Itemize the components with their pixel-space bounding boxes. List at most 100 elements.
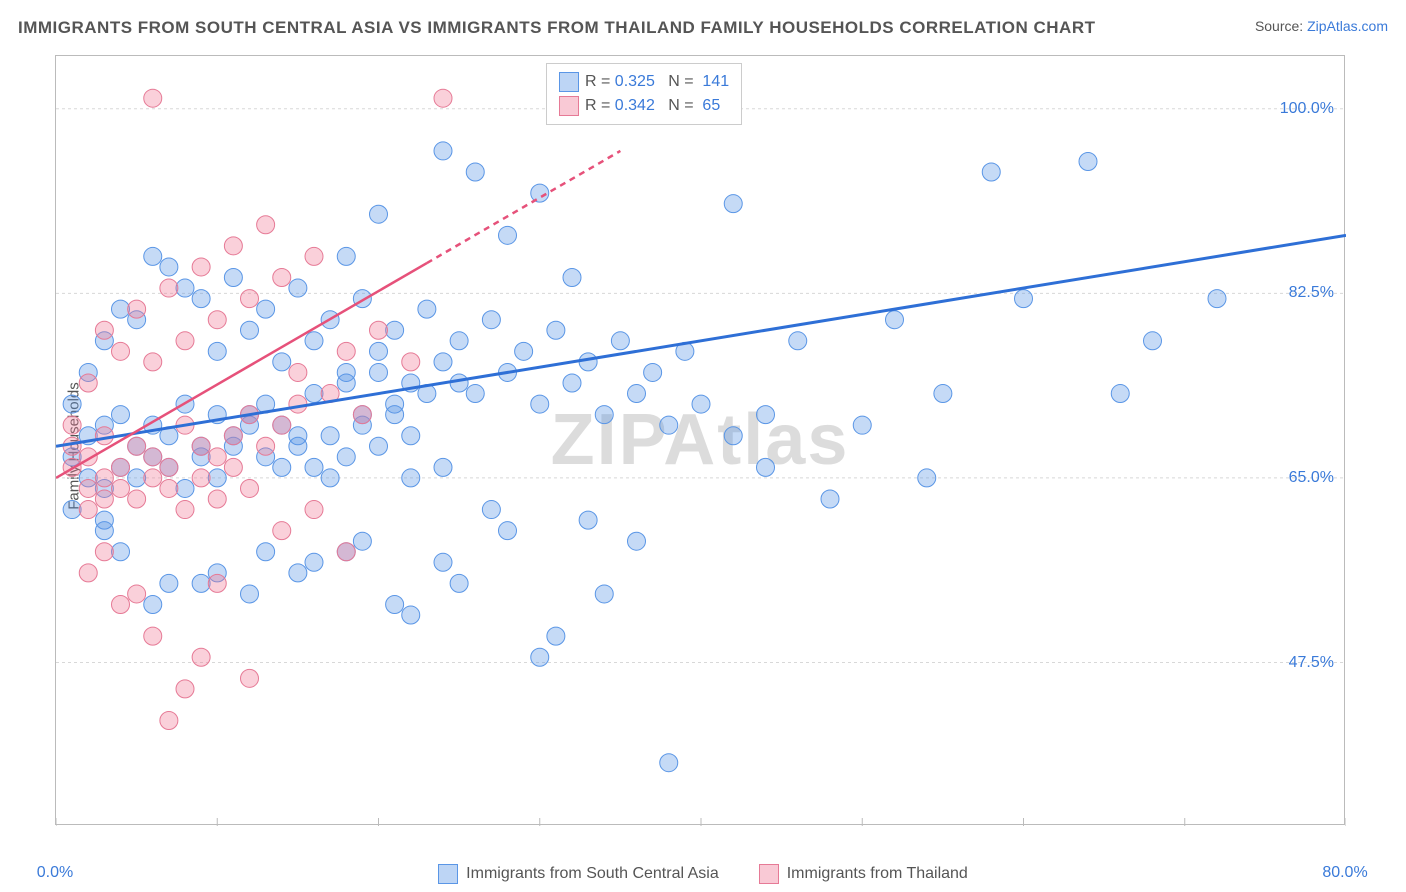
scatter-point	[160, 458, 178, 476]
scatter-point	[176, 479, 194, 497]
scatter-point	[402, 606, 420, 624]
scatter-point	[853, 416, 871, 434]
blue-swatch-icon	[438, 864, 458, 884]
scatter-point	[144, 595, 162, 613]
scatter-point	[1144, 332, 1162, 350]
scatter-point	[241, 669, 259, 687]
scatter-point	[466, 385, 484, 403]
scatter-point	[95, 469, 113, 487]
scatter-point	[273, 353, 291, 371]
scatter-point	[160, 479, 178, 497]
scatter-point	[370, 363, 388, 381]
scatter-point	[1015, 290, 1033, 308]
scatter-point	[112, 479, 130, 497]
scatter-point	[241, 585, 259, 603]
scatter-point	[160, 712, 178, 730]
scatter-point	[144, 448, 162, 466]
scatter-point	[724, 195, 742, 213]
scatter-point	[982, 163, 1000, 181]
scatter-point	[660, 754, 678, 772]
scatter-point	[176, 501, 194, 519]
scatter-point	[63, 395, 81, 413]
scatter-point	[337, 247, 355, 265]
scatter-point	[208, 448, 226, 466]
scatter-point	[628, 385, 646, 403]
scatter-point	[466, 163, 484, 181]
scatter-point	[934, 385, 952, 403]
series-legend-item: Immigrants from South Central Asia	[438, 864, 719, 884]
correlation-legend: R = 0.325 N = 141R = 0.342 N = 65	[546, 63, 742, 125]
scatter-point	[79, 479, 97, 497]
scatter-point	[257, 543, 275, 561]
scatter-point	[595, 585, 613, 603]
scatter-point	[563, 374, 581, 392]
scatter-point	[434, 458, 452, 476]
scatter-point	[144, 89, 162, 107]
scatter-point	[112, 595, 130, 613]
scatter-point	[192, 469, 210, 487]
scatter-point	[611, 332, 629, 350]
correlation-stats: R = 0.325 N = 141	[585, 70, 729, 94]
scatter-point	[579, 511, 597, 529]
scatter-point	[176, 279, 194, 297]
pink-swatch-icon	[759, 864, 779, 884]
scatter-point	[531, 184, 549, 202]
scatter-point	[531, 395, 549, 413]
scatter-point	[95, 490, 113, 508]
scatter-point	[112, 458, 130, 476]
scatter-point	[241, 479, 259, 497]
scatter-point	[63, 416, 81, 434]
correlation-legend-row: R = 0.342 N = 65	[559, 94, 729, 118]
plot-area: ZIPAtlas R = 0.325 N = 141R = 0.342 N = …	[55, 55, 1345, 825]
scatter-point	[160, 279, 178, 297]
scatter-point	[499, 226, 517, 244]
scatter-point	[370, 205, 388, 223]
scatter-point	[450, 374, 468, 392]
scatter-point	[144, 247, 162, 265]
pink-swatch-icon	[559, 96, 579, 116]
series-legend: Immigrants from South Central AsiaImmigr…	[0, 864, 1406, 884]
scatter-point	[192, 437, 210, 455]
scatter-point	[450, 574, 468, 592]
correlation-stats: R = 0.342 N = 65	[585, 94, 720, 118]
scatter-point	[289, 363, 307, 381]
scatter-point	[273, 458, 291, 476]
scatter-point	[547, 321, 565, 339]
y-tick-label: 100.0%	[1280, 100, 1334, 118]
scatter-point	[289, 395, 307, 413]
scatter-point	[918, 469, 936, 487]
scatter-point	[402, 427, 420, 445]
source-label: Source:	[1255, 18, 1303, 34]
scatter-point	[241, 290, 259, 308]
scatter-point	[563, 269, 581, 287]
scatter-point	[241, 321, 259, 339]
scatter-point	[289, 564, 307, 582]
scatter-point	[531, 648, 549, 666]
scatter-point	[337, 363, 355, 381]
scatter-point	[628, 532, 646, 550]
scatter-point	[257, 437, 275, 455]
scatter-point	[353, 532, 371, 550]
scatter-point	[305, 247, 323, 265]
scatter-point	[757, 458, 775, 476]
x-tick-label: 0.0%	[37, 864, 73, 882]
scatter-point	[579, 353, 597, 371]
scatter-point	[515, 342, 533, 360]
scatter-point	[386, 595, 404, 613]
source-attribution: Source: ZipAtlas.com	[1255, 18, 1388, 34]
scatter-point	[757, 406, 775, 424]
scatter-point	[63, 437, 81, 455]
scatter-point	[434, 353, 452, 371]
source-link[interactable]: ZipAtlas.com	[1307, 18, 1388, 34]
scatter-point	[257, 300, 275, 318]
scatter-point	[692, 395, 710, 413]
series-name: Immigrants from South Central Asia	[466, 865, 719, 883]
scatter-point	[144, 353, 162, 371]
scatter-point	[1111, 385, 1129, 403]
scatter-point	[224, 458, 242, 476]
scatter-point	[176, 332, 194, 350]
x-tick-label: 80.0%	[1322, 864, 1367, 882]
scatter-point	[95, 522, 113, 540]
scatter-point	[321, 469, 339, 487]
blue-swatch-icon	[559, 72, 579, 92]
